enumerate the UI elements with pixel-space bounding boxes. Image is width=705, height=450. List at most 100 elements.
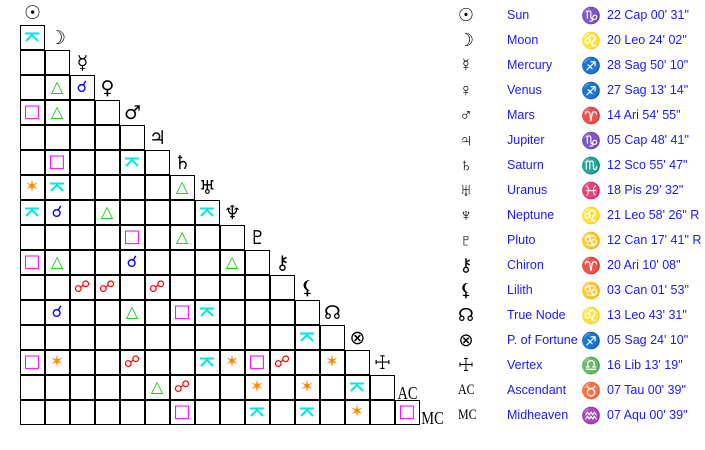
aspect-cell bbox=[219, 374, 245, 400]
aspect-cell bbox=[194, 399, 220, 425]
aspect-cell: △ bbox=[119, 299, 145, 325]
aspect-cell bbox=[69, 324, 95, 350]
planet-position: 14 Ari 54' 55" bbox=[607, 108, 681, 122]
quincunx-icon bbox=[124, 157, 140, 167]
quincunx-icon bbox=[24, 207, 40, 217]
planet-row: ☩ Vertex ♎ 16 Lib 13' 19" bbox=[450, 353, 705, 378]
pluto-icon: ♇ bbox=[459, 230, 473, 250]
scorpio-icon: ♏ bbox=[581, 158, 601, 175]
aspect-cell bbox=[119, 274, 145, 300]
mercury-icon: ☿ bbox=[459, 55, 473, 75]
aspect-cell: ✶ bbox=[344, 399, 370, 425]
aspect-cell bbox=[19, 199, 45, 225]
aspect-cell bbox=[44, 274, 70, 300]
conjunction-icon: ☌ bbox=[51, 302, 63, 321]
aspect-cell bbox=[119, 174, 145, 200]
square-icon: □ bbox=[23, 251, 41, 272]
aspect-cell bbox=[194, 249, 220, 275]
aspect-cell bbox=[144, 199, 170, 225]
aspect-cell bbox=[319, 324, 345, 350]
aspect-cell bbox=[269, 399, 295, 425]
sextile-icon: ✶ bbox=[324, 351, 340, 372]
north-node-icon: ☊ bbox=[458, 305, 474, 325]
aspect-cell: △ bbox=[44, 249, 70, 275]
pluto-icon: ♇ bbox=[248, 226, 267, 249]
aspect-cell: ✶ bbox=[44, 349, 70, 375]
square-icon: □ bbox=[23, 101, 41, 122]
cancer-icon: ♋ bbox=[581, 233, 601, 250]
aspect-cell: ☌ bbox=[44, 199, 70, 225]
aspect-cell bbox=[69, 174, 95, 200]
aries-icon: ♈ bbox=[581, 258, 601, 275]
planet-position: 28 Sag 50' 10" bbox=[607, 58, 689, 72]
neptune-icon: ♆ bbox=[459, 205, 473, 225]
aspect-cell: ✶ bbox=[219, 349, 245, 375]
moon-icon: ☽ bbox=[48, 26, 67, 49]
planet-position: 05 Cap 48' 41" bbox=[607, 133, 689, 147]
aspect-cell bbox=[94, 99, 120, 125]
aspect-cell bbox=[94, 124, 120, 150]
aspect-cell bbox=[119, 149, 145, 175]
aspect-cell bbox=[94, 149, 120, 175]
aspect-cell: △ bbox=[169, 224, 195, 250]
aspect-cell: △ bbox=[144, 374, 170, 400]
aspect-cell bbox=[144, 174, 170, 200]
aspect-cell bbox=[44, 374, 70, 400]
trine-icon: △ bbox=[50, 252, 64, 271]
planet-name: Mars bbox=[507, 108, 535, 122]
conjunction-icon: ☌ bbox=[51, 202, 63, 221]
aspect-cell bbox=[19, 399, 45, 425]
aspect-cell bbox=[69, 149, 95, 175]
aspect-cell bbox=[44, 174, 70, 200]
aspect-cell bbox=[119, 324, 145, 350]
aspect-cell: ✶ bbox=[19, 174, 45, 200]
aspect-cell bbox=[144, 224, 170, 250]
aspect-cell bbox=[44, 49, 70, 75]
trine-icon: △ bbox=[225, 252, 239, 271]
aspect-cell bbox=[119, 124, 145, 150]
square-icon: □ bbox=[398, 401, 416, 422]
aspect-cell bbox=[144, 349, 170, 375]
aspect-cell bbox=[194, 324, 220, 350]
north-node-icon: ☊ bbox=[324, 301, 341, 324]
conjunction-icon: ☌ bbox=[76, 77, 88, 96]
aspect-cell bbox=[244, 249, 270, 275]
aspect-cell bbox=[69, 249, 95, 275]
aspect-cell bbox=[69, 99, 95, 125]
trine-icon: △ bbox=[50, 102, 64, 121]
lilith-icon: ⚸ bbox=[459, 280, 473, 300]
aspect-cell bbox=[219, 324, 245, 350]
trine-icon: △ bbox=[175, 177, 189, 196]
aspect-cell bbox=[294, 399, 320, 425]
aspect-cell: □ bbox=[119, 224, 145, 250]
sextile-icon: ✶ bbox=[24, 176, 40, 197]
chiron-icon: ⚷ bbox=[275, 251, 290, 274]
square-icon: □ bbox=[173, 301, 191, 322]
planet-name: Moon bbox=[507, 33, 539, 47]
planet-name: Venus bbox=[507, 83, 542, 97]
planet-name: Chiron bbox=[507, 258, 544, 272]
aspect-cell: △ bbox=[169, 174, 195, 200]
pisces-icon: ♓ bbox=[581, 183, 601, 200]
aspect-cell bbox=[144, 324, 170, 350]
aspect-cell bbox=[194, 374, 220, 400]
capricorn-icon: ♑ bbox=[581, 8, 601, 25]
trine-icon: △ bbox=[150, 377, 164, 396]
planet-position: 22 Cap 00' 31" bbox=[607, 8, 689, 22]
moon-icon: ☽ bbox=[457, 30, 475, 50]
sextile-icon: ✶ bbox=[49, 351, 65, 372]
square-icon: □ bbox=[48, 151, 66, 172]
leo-icon: ♌ bbox=[581, 308, 601, 325]
planet-position: 07 Tau 00' 39" bbox=[607, 383, 686, 397]
leo-icon: ♌ bbox=[581, 33, 601, 50]
planet-row: ♄ Saturn ♏ 12 Sco 55' 47" bbox=[450, 153, 705, 178]
planet-position: 20 Ari 10' 08" bbox=[607, 258, 681, 272]
capricorn-icon: ♑ bbox=[581, 133, 601, 150]
aspect-cell: □ bbox=[19, 99, 45, 125]
sagittarius-icon: ♐ bbox=[581, 333, 601, 350]
mercury-icon: ☿ bbox=[76, 51, 89, 74]
neptune-icon: ♆ bbox=[223, 201, 242, 224]
aspect-cell bbox=[19, 124, 45, 150]
planet-row: ☽ Moon ♌ 20 Leo 24' 02" bbox=[450, 28, 705, 53]
aspect-cell bbox=[294, 324, 320, 350]
